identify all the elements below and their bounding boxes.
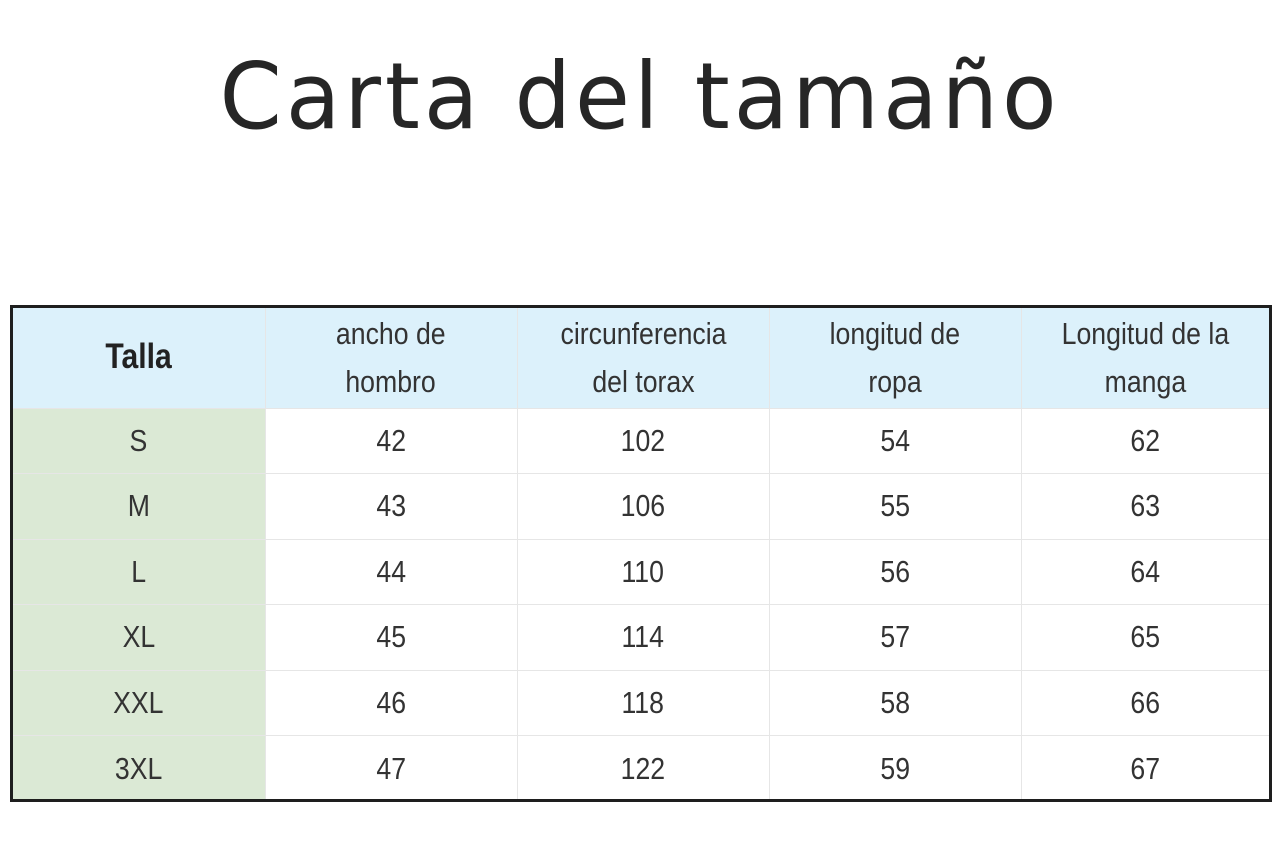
size-label: 3XL xyxy=(115,750,163,786)
table-cell: 118 xyxy=(517,670,770,736)
table-cell: 62 xyxy=(1021,408,1269,474)
table-row: 3XL 47 122 59 67 xyxy=(13,735,1269,799)
cell-value: 43 xyxy=(376,488,406,524)
size-label: XL xyxy=(122,619,156,655)
header-row: Talla ancho de hombro circunferencia del… xyxy=(13,308,1269,409)
size-label: XXL xyxy=(113,684,164,720)
cell-value: 63 xyxy=(1130,488,1161,524)
header-garment-length: longitud de ropa xyxy=(769,308,1022,409)
table-cell: 114 xyxy=(517,604,770,671)
table-cell: 66 xyxy=(1021,670,1269,736)
cell-value: 114 xyxy=(621,619,665,655)
table-cell: 59 xyxy=(769,735,1022,799)
cell-value: 46 xyxy=(376,684,406,720)
size-cell: S xyxy=(13,408,266,474)
cell-value: 67 xyxy=(1130,750,1161,786)
cell-value: 59 xyxy=(880,750,910,786)
table-cell: 46 xyxy=(265,670,518,736)
table-row: S 42 102 54 62 xyxy=(13,408,1269,474)
table-header: Talla ancho de hombro circunferencia del… xyxy=(13,308,1269,409)
header-sleeve-length-line2: manga xyxy=(1104,363,1187,399)
header-shoulder-width-line2: hombro xyxy=(345,363,437,399)
cell-value: 122 xyxy=(620,750,666,786)
table-body: S 42 102 54 62 M 43 106 55 63 L 44 110 xyxy=(13,408,1269,799)
header-chest-circumference-line2: del torax xyxy=(591,363,695,399)
table-cell: 67 xyxy=(1021,735,1269,799)
size-cell: XL xyxy=(13,604,266,671)
header-sleeve-length: Longitud de la manga xyxy=(1021,308,1269,409)
table-cell: 54 xyxy=(769,408,1022,474)
header-chest-circumference-line1: circunferencia xyxy=(560,315,726,351)
table-cell: 57 xyxy=(769,604,1022,671)
size-cell: XXL xyxy=(13,670,266,736)
cell-value: 57 xyxy=(880,619,910,655)
table-row: L 44 110 56 64 xyxy=(13,539,1269,605)
table-cell: 42 xyxy=(265,408,518,474)
size-cell: L xyxy=(13,539,266,605)
table-cell: 58 xyxy=(769,670,1022,736)
cell-value: 47 xyxy=(376,750,406,786)
size-label: M xyxy=(127,488,150,524)
header-chest-circumference: circunferencia del torax xyxy=(517,308,770,409)
size-table-frame: Talla ancho de hombro circunferencia del… xyxy=(10,305,1272,802)
cell-value: 62 xyxy=(1130,422,1161,458)
cell-value: 58 xyxy=(880,684,910,720)
cell-value: 110 xyxy=(621,553,665,589)
cell-value: 102 xyxy=(620,422,666,458)
cell-value: 44 xyxy=(376,553,406,589)
cell-value: 42 xyxy=(376,422,406,458)
table-cell: 47 xyxy=(265,735,518,799)
table-cell: 110 xyxy=(517,539,770,605)
header-sleeve-length-line1: Longitud de la xyxy=(1061,315,1230,351)
cell-value: 64 xyxy=(1130,553,1161,589)
size-label: L xyxy=(131,553,147,589)
table-cell: 106 xyxy=(517,473,770,540)
table-row: M 43 106 55 63 xyxy=(13,473,1269,540)
cell-value: 55 xyxy=(880,488,910,524)
table-row: XL 45 114 57 65 xyxy=(13,604,1269,671)
cell-value: 118 xyxy=(621,684,665,720)
table-cell: 65 xyxy=(1021,604,1269,671)
table-cell: 45 xyxy=(265,604,518,671)
table-cell: 122 xyxy=(517,735,770,799)
cell-value: 106 xyxy=(620,488,666,524)
header-talla-label: Talla xyxy=(105,337,172,377)
table-cell: 43 xyxy=(265,473,518,540)
header-shoulder-width-line1: ancho de xyxy=(336,315,446,351)
header-garment-length-line2: ropa xyxy=(868,363,922,399)
header-talla: Talla xyxy=(13,308,266,409)
cell-value: 45 xyxy=(376,619,406,655)
cell-value: 54 xyxy=(880,422,910,458)
page-title: Carta del tamaño xyxy=(219,43,1061,150)
table-cell: 63 xyxy=(1021,473,1269,540)
size-label: S xyxy=(129,422,148,458)
table-cell: 64 xyxy=(1021,539,1269,605)
table-cell: 44 xyxy=(265,539,518,605)
cell-value: 65 xyxy=(1130,619,1161,655)
header-garment-length-line1: longitud de xyxy=(829,315,961,351)
table-cell: 56 xyxy=(769,539,1022,605)
cell-value: 56 xyxy=(880,553,910,589)
header-shoulder-width: ancho de hombro xyxy=(265,308,518,409)
table-row: XXL 46 118 58 66 xyxy=(13,670,1269,736)
size-cell: 3XL xyxy=(13,735,266,799)
table-cell: 102 xyxy=(517,408,770,474)
size-cell: M xyxy=(13,473,266,540)
table-cell: 55 xyxy=(769,473,1022,540)
cell-value: 66 xyxy=(1130,684,1161,720)
size-table: Talla ancho de hombro circunferencia del… xyxy=(13,308,1269,799)
